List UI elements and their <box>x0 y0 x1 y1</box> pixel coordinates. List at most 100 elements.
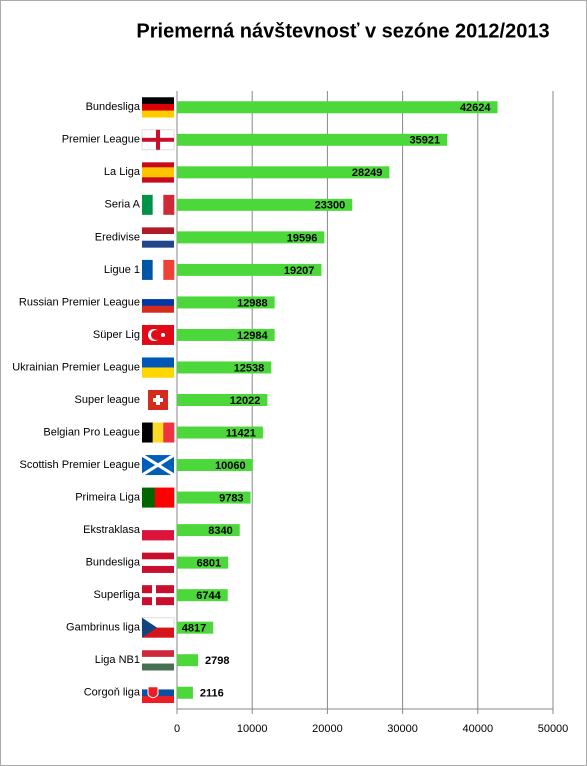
value-label: 6744 <box>196 590 221 602</box>
x-tick-label: 50000 <box>538 723 569 735</box>
y-tick-label: Liga NB1 <box>95 654 140 666</box>
flag-icon <box>142 422 175 443</box>
flag-stripe <box>142 299 174 307</box>
flag-stripe <box>163 422 175 443</box>
y-tick-label: Eredivise <box>95 231 140 243</box>
value-label: 8340 <box>208 525 232 537</box>
y-tick-label: Super league <box>75 394 140 406</box>
flag-icon <box>142 162 174 183</box>
bar <box>177 556 229 569</box>
flag-icon <box>148 390 168 410</box>
bar <box>177 394 268 406</box>
flag-stripe <box>142 103 174 111</box>
flag-triangle <box>142 617 157 638</box>
flag-stripe <box>142 167 174 173</box>
flag-stripe <box>142 305 174 313</box>
bar <box>177 686 193 699</box>
flag-icon <box>142 97 174 118</box>
x-tick-label: 10000 <box>237 723 268 735</box>
y-tick-label: Premier League <box>62 134 140 146</box>
flag-stripe <box>142 234 174 242</box>
y-tick-label: Primeira Liga <box>75 491 141 503</box>
flag-icon <box>142 259 175 280</box>
value-label: 9783 <box>219 492 243 504</box>
value-label: 19596 <box>287 232 318 244</box>
flag-stripe <box>148 487 156 508</box>
flag-icon <box>142 650 174 671</box>
flag-stripe <box>142 162 174 168</box>
bar <box>177 654 199 667</box>
flag-icon <box>142 194 175 215</box>
flag-icon <box>142 227 174 248</box>
flag-icon <box>142 585 174 606</box>
flag-stripe <box>142 696 174 704</box>
flag-stripe <box>142 559 174 567</box>
flag-stripe <box>142 227 174 235</box>
flag-stripe <box>142 194 153 215</box>
x-tick-label: 20000 <box>312 723 343 735</box>
value-label: 12984 <box>237 330 268 342</box>
flag-icon <box>142 682 174 704</box>
flag-stripe <box>142 240 174 248</box>
flag-icon <box>142 552 174 573</box>
flag-icon <box>142 324 174 345</box>
bar <box>177 524 240 537</box>
flag-icon <box>141 617 175 638</box>
x-tick-label: 40000 <box>463 723 494 735</box>
value-label: 12538 <box>234 362 265 374</box>
y-tick-label: Belgian Pro League <box>43 426 140 438</box>
flag-stripe <box>163 194 175 215</box>
bar <box>177 198 353 211</box>
y-tick-label: Ligue 1 <box>104 264 140 276</box>
y-tick-label: Seria A <box>105 199 141 211</box>
flag-stripe <box>142 367 174 378</box>
flag-icon <box>142 357 174 378</box>
value-label: 28249 <box>352 167 383 179</box>
flag-cross <box>152 585 156 606</box>
flag-stripe <box>142 172 174 178</box>
value-label: 6801 <box>197 558 221 570</box>
value-label: 12022 <box>230 395 261 407</box>
flag-star <box>161 332 165 337</box>
flag-stripe <box>142 422 153 443</box>
bar <box>177 491 251 504</box>
bar <box>177 426 263 439</box>
flag-bg <box>142 627 174 638</box>
flag-cross <box>142 593 174 598</box>
flag-stripe <box>142 530 174 541</box>
chart-title: Priemerná návštevnosť v sezóne 2012/2013 <box>136 20 549 42</box>
y-tick-label: Russian Premier League <box>19 296 140 308</box>
value-label: 4817 <box>182 623 206 635</box>
value-label: 35921 <box>410 135 441 147</box>
bar <box>177 621 214 634</box>
y-tick-label: Superliga <box>94 589 141 601</box>
flag-stripe <box>161 487 168 508</box>
flag-icon <box>142 292 174 313</box>
flag-stripe <box>142 292 174 300</box>
flag-icon <box>141 129 175 151</box>
bar <box>177 166 390 179</box>
value-label: 2116 <box>200 688 224 700</box>
bar <box>177 328 275 341</box>
flag-cross <box>156 395 160 405</box>
flag-stripe <box>142 110 174 118</box>
y-tick-label: Süper Lig <box>93 329 140 341</box>
bar <box>177 231 325 244</box>
flag-stripe <box>142 663 174 671</box>
flag-stripe <box>142 565 174 573</box>
flag-icon <box>142 487 175 508</box>
bar <box>177 589 228 602</box>
bar <box>177 361 272 374</box>
flag-stripe <box>152 422 164 443</box>
flag-stripe <box>167 487 175 508</box>
value-label: 42624 <box>460 102 491 114</box>
value-label: 11421 <box>226 427 256 439</box>
flag-stripe <box>142 650 174 658</box>
y-tick-label: Bundesliga <box>86 101 141 113</box>
flag-moon <box>151 329 161 340</box>
flag-icon <box>141 453 175 477</box>
x-tick-label: 30000 <box>387 723 418 735</box>
bar <box>177 133 448 146</box>
